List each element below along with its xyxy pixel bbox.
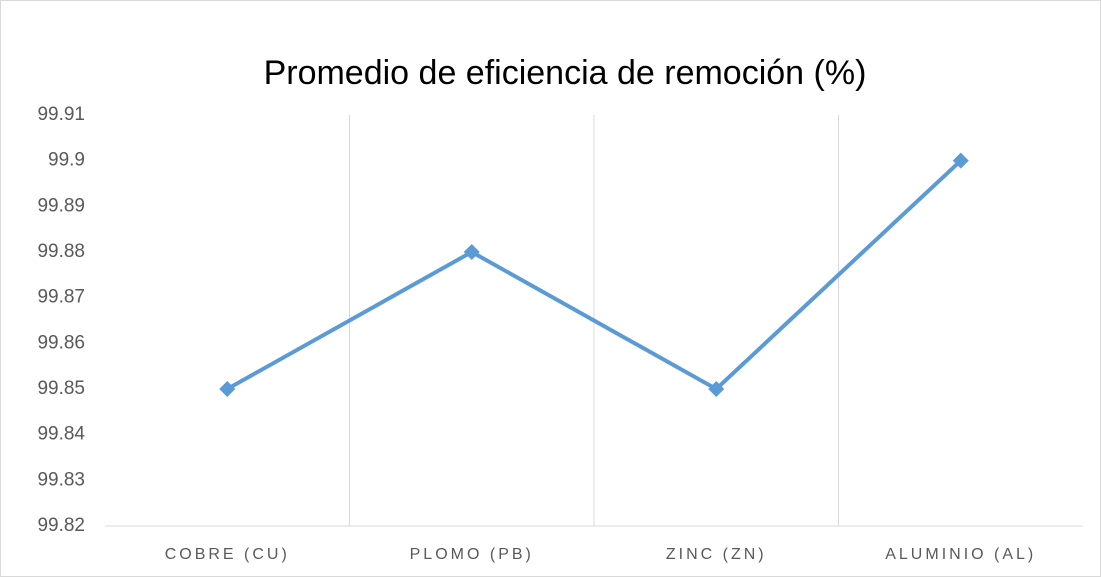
x-tick-label: ZINC (ZN) <box>666 546 767 563</box>
y-tick-label: 99.85 <box>37 378 85 399</box>
y-tick-label: 99.89 <box>37 195 85 216</box>
y-tick-label: 99.82 <box>37 515 85 536</box>
data-point <box>952 152 969 169</box>
x-tick-label: ALUMINIO (AL) <box>885 546 1036 563</box>
y-tick-label: 99.91 <box>37 104 85 125</box>
data-point <box>463 244 480 260</box>
x-tick-label: PLOMO (PB) <box>410 546 534 563</box>
y-tick-label: 99.88 <box>37 241 85 262</box>
data-line <box>226 159 963 391</box>
y-tick-label: 99.84 <box>37 424 85 445</box>
y-tick-label: 99.83 <box>37 469 85 490</box>
y-tick-label: 99.9 <box>48 150 85 171</box>
y-tick-label: 99.86 <box>37 332 85 353</box>
y-tick-label: 99.87 <box>37 287 85 308</box>
x-tick-label: COBRE (CU) <box>165 546 290 563</box>
data-point <box>708 381 725 397</box>
data-point <box>219 381 236 397</box>
chart-title: Promedio de eficiencia de remoción (%) <box>264 54 867 92</box>
